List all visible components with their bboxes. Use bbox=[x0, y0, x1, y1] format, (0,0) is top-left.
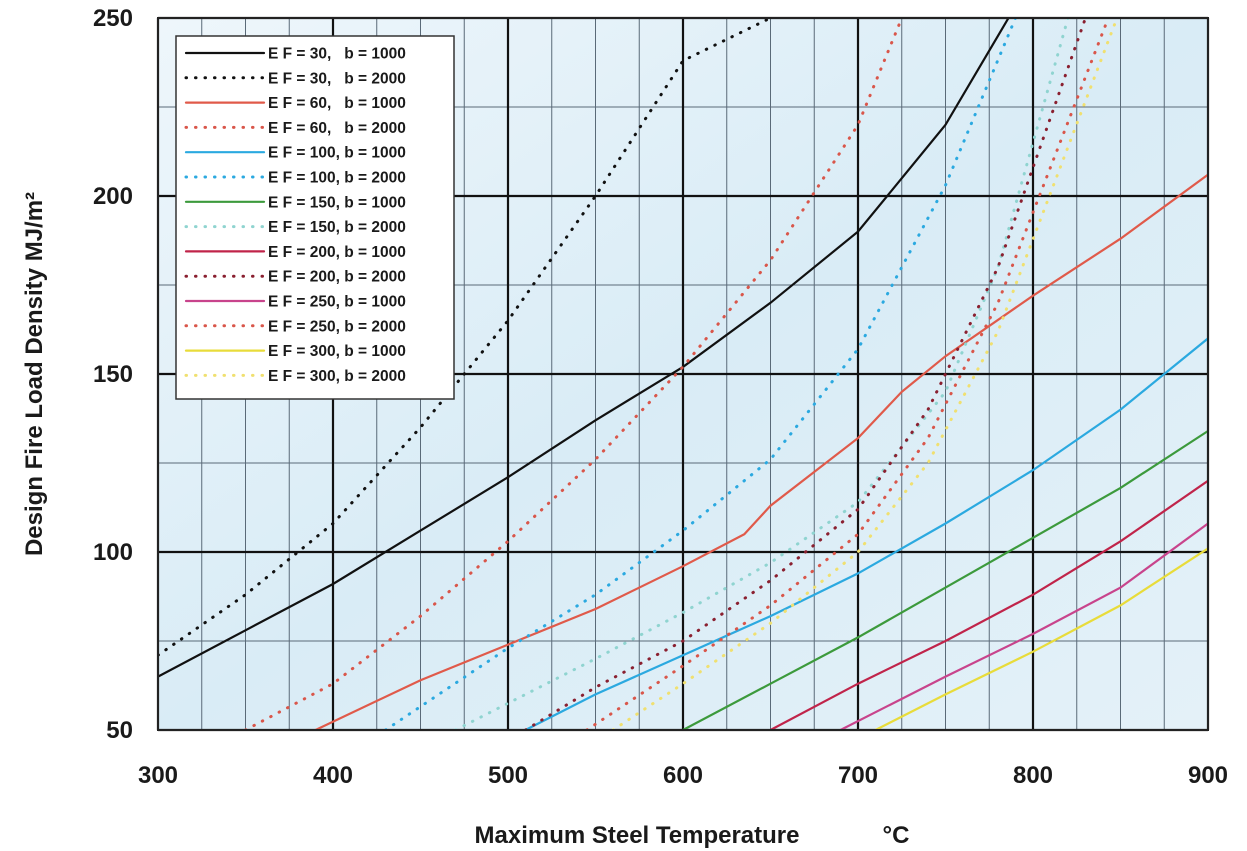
legend-label: E F = 150, b = 2000 bbox=[268, 219, 406, 236]
series-line-10 bbox=[524, 18, 1087, 730]
legend-box bbox=[175, 35, 455, 400]
series-line-4 bbox=[244, 18, 904, 730]
y-tick-label: 200 bbox=[93, 183, 133, 210]
x-tick-label: 300 bbox=[138, 762, 178, 789]
series-line-5 bbox=[524, 337, 1208, 730]
x-tick-label: 900 bbox=[1188, 762, 1228, 789]
legend-label: E F = 200, b = 2000 bbox=[268, 269, 406, 286]
y-axis-title: Design Fire Load Density MJ/m² bbox=[21, 192, 48, 556]
legend-label: E F = 250, b = 2000 bbox=[268, 318, 406, 335]
y-tick-label: 250 bbox=[93, 5, 133, 32]
series-layer bbox=[158, 18, 1208, 730]
legend-label: E F = 100, b = 2000 bbox=[268, 170, 406, 187]
x-tick-label: 400 bbox=[313, 762, 353, 789]
legend-label: E F = 30, b = 2000 bbox=[268, 70, 406, 87]
x-axis-title: Maximum Steel Temperature bbox=[475, 822, 800, 849]
x-tick-label: 700 bbox=[838, 762, 878, 789]
series-line-2 bbox=[158, 18, 772, 657]
series-line-14 bbox=[611, 18, 1119, 730]
legend-label: E F = 300, b = 1000 bbox=[268, 343, 406, 360]
legend-label: E F = 200, b = 1000 bbox=[268, 244, 406, 261]
legend-label: E F = 60, b = 2000 bbox=[268, 120, 406, 137]
plot-frame bbox=[157, 17, 1209, 731]
legend-label: E F = 250, b = 1000 bbox=[268, 294, 406, 311]
legend-label: E F = 60, b = 1000 bbox=[268, 95, 406, 112]
x-tick-label: 500 bbox=[488, 762, 528, 789]
y-tick-label: 150 bbox=[93, 361, 133, 388]
series-line-8 bbox=[454, 18, 1070, 730]
legend-label: E F = 150, b = 1000 bbox=[268, 194, 406, 211]
legend-label: E F = 30, b = 1000 bbox=[268, 46, 406, 63]
y-tick-label: 50 bbox=[106, 717, 133, 744]
legend: E F = 30, b = 1000 E F = 30, b = 2000 E F … bbox=[175, 35, 455, 400]
x-tick-label: 600 bbox=[663, 762, 703, 789]
x-axis-unit: °C bbox=[883, 822, 910, 849]
y-tick-label: 100 bbox=[93, 539, 133, 566]
series-line-7 bbox=[681, 429, 1208, 730]
series-line-3 bbox=[314, 173, 1208, 730]
legend-label: E F = 300, b = 2000 bbox=[268, 368, 406, 385]
x-tick-label: 800 bbox=[1013, 762, 1053, 789]
series-line-13 bbox=[874, 547, 1208, 730]
series-line-12 bbox=[585, 18, 1110, 730]
y-tick-labels: 50 100 150 200 250 bbox=[93, 5, 133, 744]
series-line-9 bbox=[769, 479, 1208, 730]
legend-label: E F = 100, b = 1000 bbox=[268, 145, 406, 162]
x-tick-labels: 300 400 500 600 700 800 900 bbox=[138, 762, 1228, 789]
series-line-11 bbox=[839, 522, 1208, 730]
